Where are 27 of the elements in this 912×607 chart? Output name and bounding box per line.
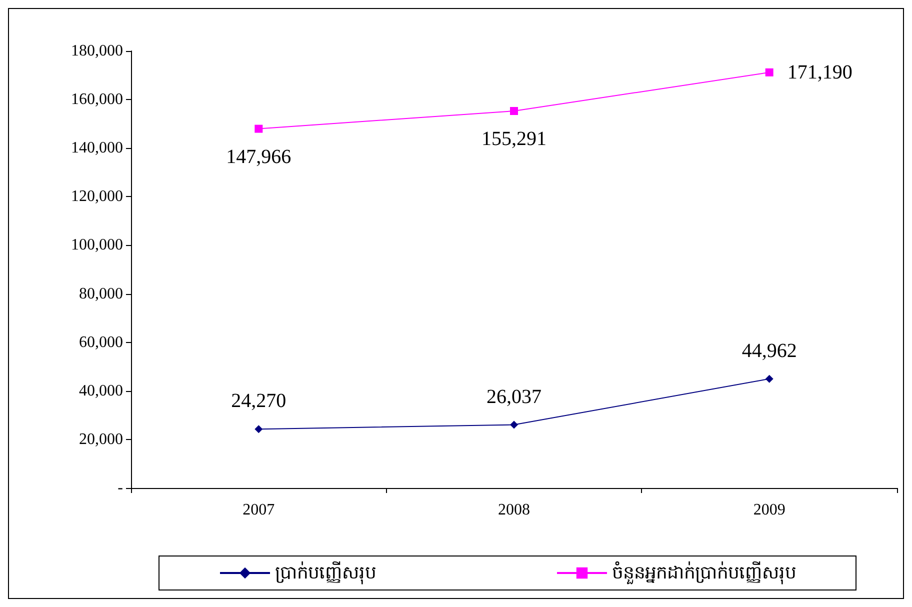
legend-label: ចំនួនអ្នកដាក់ប្រាក់បញ្ញើសរុប bbox=[612, 560, 796, 584]
point bbox=[765, 68, 774, 76]
point bbox=[765, 374, 774, 383]
data-label: 155,291 bbox=[482, 128, 546, 150]
y-tick-label: 60,000 bbox=[79, 334, 123, 351]
point bbox=[510, 106, 518, 115]
data-label: 44,962 bbox=[742, 340, 797, 362]
data-label: 171,190 bbox=[787, 61, 852, 84]
y-tick-label: 20,000 bbox=[79, 430, 123, 448]
y-tick-label: 40,000 bbox=[79, 382, 123, 400]
x-tick-label: 2007 bbox=[242, 502, 275, 518]
y-tick-label: 80,000 bbox=[79, 285, 123, 302]
y-tick-label: 100,000 bbox=[71, 236, 123, 254]
y-tick-label: 140,000 bbox=[71, 140, 123, 157]
point bbox=[254, 124, 263, 133]
data-label: 26,037 bbox=[486, 386, 542, 408]
x-tick-label: 2008 bbox=[498, 502, 530, 518]
point bbox=[254, 425, 263, 434]
legend-label: ប្រាក់បញ្ញើសរុប bbox=[275, 560, 376, 584]
y-tick-label: 120,000 bbox=[71, 188, 123, 206]
x-tick-label: 2009 bbox=[753, 502, 786, 518]
y-tick-label: 160,000 bbox=[71, 91, 123, 108]
point bbox=[510, 420, 518, 429]
y-tick-label: - bbox=[118, 480, 123, 496]
y-tick-label: 180,000 bbox=[71, 42, 123, 60]
data-label: 147,966 bbox=[226, 146, 292, 168]
data-label: 24,270 bbox=[231, 390, 286, 412]
